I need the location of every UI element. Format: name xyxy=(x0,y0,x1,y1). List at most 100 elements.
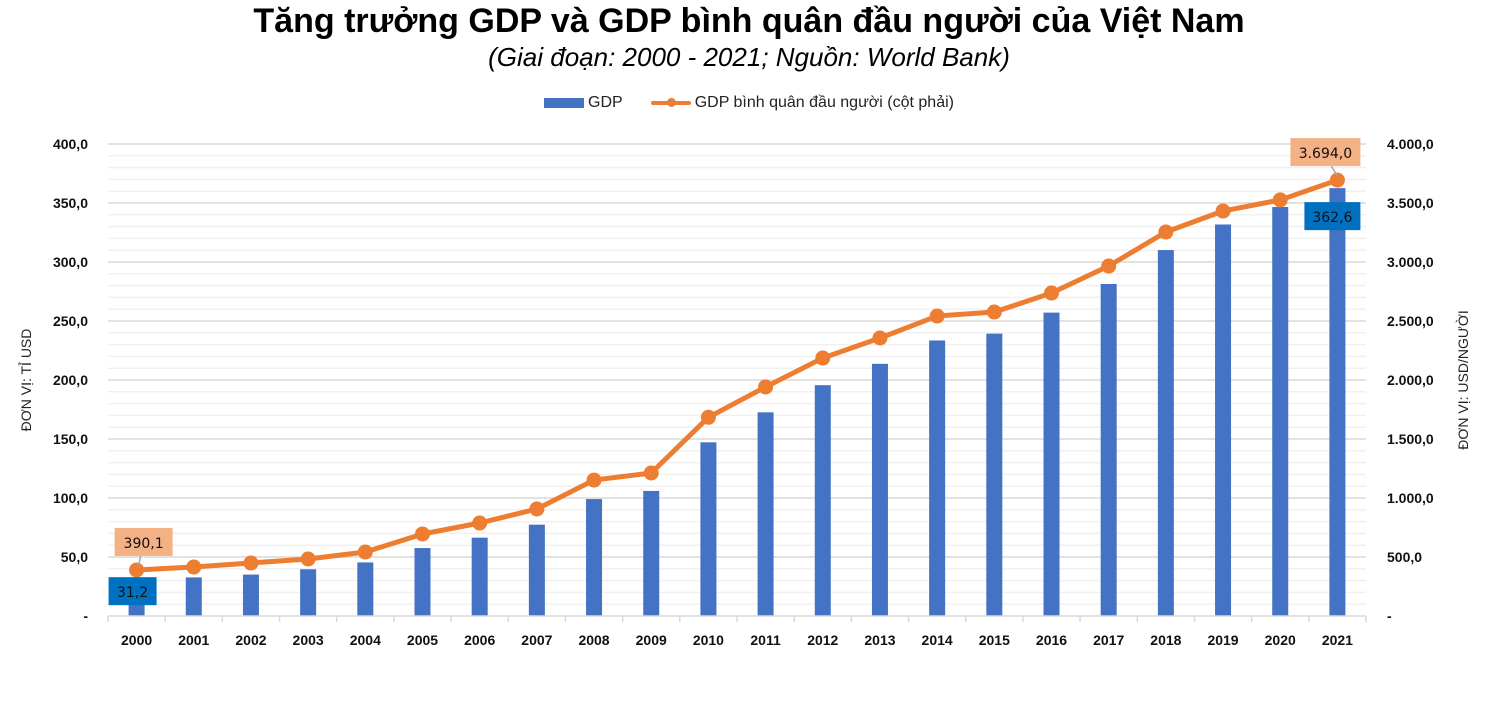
legend-label-gdp: GDP xyxy=(588,94,623,111)
point-gdp-per-capita-2012[interactable] xyxy=(815,350,831,366)
bar-gdp-2015[interactable] xyxy=(986,333,1003,616)
chart-subtitle: (Giai đoạn: 2000 - 2021; Nguồn: World Ba… xyxy=(488,42,1010,72)
bar-gdp-2004[interactable] xyxy=(357,562,374,616)
y-right-tick-label: 4.000,0 xyxy=(1387,136,1434,152)
x-tick-label-2015: 2015 xyxy=(979,632,1010,648)
point-gdp-per-capita-2007[interactable] xyxy=(529,501,545,517)
bar-gdp-2013[interactable] xyxy=(871,363,888,616)
point-gdp-per-capita-2003[interactable] xyxy=(300,551,316,567)
bar-gdp-2003[interactable] xyxy=(300,569,317,616)
point-gdp-per-capita-2004[interactable] xyxy=(357,544,373,560)
x-tick-label-2021: 2021 xyxy=(1322,632,1353,648)
y-left-tick-label: 50,0 xyxy=(61,549,88,565)
point-gdp-per-capita-2018[interactable] xyxy=(1158,224,1174,240)
data-label-gdp-per-capita-2021: 3.694,0 xyxy=(1290,138,1361,177)
bar-gdp-2010[interactable] xyxy=(700,442,717,616)
gdp-bars xyxy=(128,188,1346,616)
x-tick-label-2002: 2002 xyxy=(235,632,266,648)
y-right-tick-label: 2.000,0 xyxy=(1387,372,1434,388)
gdp-per-capita-line xyxy=(129,172,1345,578)
y-left-tick-label: 150,0 xyxy=(53,431,88,447)
y-axis-left: - 50,0 100,0 150,0 200,0 250,0 300,0 350,0 400,0 xyxy=(53,136,88,624)
y-axis-right-title: ĐƠN VỊ: USD/NGƯỜI xyxy=(1455,310,1471,449)
y-right-tick-label: 500,0 xyxy=(1387,549,1422,565)
bar-gdp-2007[interactable] xyxy=(528,524,545,616)
y-right-tick-label: 1.000,0 xyxy=(1387,490,1434,506)
y-left-tick-label: 300,0 xyxy=(53,254,88,270)
legend-line-marker-icon xyxy=(650,98,691,108)
legend-item-gdp[interactable]: GDP xyxy=(544,94,623,112)
x-tick-label-2010: 2010 xyxy=(693,632,724,648)
y-left-tick-label: 400,0 xyxy=(53,136,88,152)
data-label-text: 390,1 xyxy=(124,536,164,552)
data-labels: 31,2 362,6 390,1 3.694,0 xyxy=(108,138,1361,606)
x-tick-label-2014: 2014 xyxy=(922,632,953,648)
data-label-box xyxy=(108,577,157,606)
point-gdp-per-capita-2008[interactable] xyxy=(586,472,602,488)
x-tick-label-2001: 2001 xyxy=(178,632,209,648)
y-right-tick-label: 1.500,0 xyxy=(1387,431,1434,447)
bar-gdp-2009[interactable] xyxy=(643,490,660,616)
bar-gdp-2012[interactable] xyxy=(814,385,831,616)
bar-gdp-2019[interactable] xyxy=(1215,224,1232,616)
x-axis: 2000 2001 2002 2003 2004 2005 2006 2007 2008 2009… xyxy=(107,615,1367,648)
x-tick-label-2013: 2013 xyxy=(864,632,895,648)
data-label-box xyxy=(1290,138,1361,167)
data-label-text: 31,2 xyxy=(117,585,148,601)
bar-gdp-2002[interactable] xyxy=(242,574,259,616)
bar-gdp-2017[interactable] xyxy=(1100,283,1117,616)
point-gdp-per-capita-2005[interactable] xyxy=(415,526,430,542)
line-gdp-per-capita xyxy=(136,177,1339,573)
data-label-text: 3.694,0 xyxy=(1299,146,1352,162)
bar-gdp-2018[interactable] xyxy=(1157,250,1174,616)
x-tick-label-2018: 2018 xyxy=(1150,632,1181,648)
bar-gdp-2020[interactable] xyxy=(1272,207,1289,616)
x-tick-label-2017: 2017 xyxy=(1093,632,1124,648)
bar-gdp-2001[interactable] xyxy=(185,577,202,616)
x-tick-label-2012: 2012 xyxy=(807,632,838,648)
point-gdp-per-capita-2001[interactable] xyxy=(186,559,202,575)
x-tick-label-2005: 2005 xyxy=(407,632,438,648)
point-gdp-per-capita-2013[interactable] xyxy=(872,330,888,346)
y-right-tick-label: 2.500,0 xyxy=(1387,313,1434,329)
point-gdp-per-capita-2010[interactable] xyxy=(700,409,716,425)
point-gdp-per-capita-2016[interactable] xyxy=(1044,285,1059,301)
point-gdp-per-capita-2015[interactable] xyxy=(986,304,1002,320)
point-gdp-per-capita-2021[interactable] xyxy=(1329,172,1345,188)
point-gdp-per-capita-2006[interactable] xyxy=(472,515,488,531)
data-label-gdp-2021: 362,6 xyxy=(1304,202,1361,231)
data-label-box xyxy=(114,527,173,556)
y-right-tick-label: 3.500,0 xyxy=(1387,195,1434,211)
bar-gdp-2016[interactable] xyxy=(1043,312,1060,616)
data-label-box xyxy=(1304,202,1361,231)
point-gdp-per-capita-2014[interactable] xyxy=(929,308,945,324)
bar-gdp-2021[interactable] xyxy=(1329,188,1346,616)
x-tick-label-2020: 2020 xyxy=(1265,632,1296,648)
data-label-gdp-2000: 31,2 xyxy=(108,577,157,606)
y-left-tick-label: 200,0 xyxy=(53,372,88,388)
point-gdp-per-capita-2020[interactable] xyxy=(1272,192,1288,208)
bar-gdp-2014[interactable] xyxy=(929,340,946,616)
bar-gdp-2008[interactable] xyxy=(586,499,603,616)
point-gdp-per-capita-2011[interactable] xyxy=(758,379,774,395)
y-right-tick-label: 3.000,0 xyxy=(1387,254,1434,270)
x-tick-label-2006: 2006 xyxy=(464,632,495,648)
x-tick-label-2004: 2004 xyxy=(350,632,381,648)
point-gdp-per-capita-2000[interactable] xyxy=(129,562,145,578)
x-tick-label-2011: 2011 xyxy=(750,632,781,648)
point-gdp-per-capita-2017[interactable] xyxy=(1101,258,1117,274)
bar-gdp-2006[interactable] xyxy=(471,537,488,616)
y-right-tick-label: - xyxy=(1387,608,1392,624)
bar-gdp-2011[interactable] xyxy=(757,412,774,616)
point-gdp-per-capita-2002[interactable] xyxy=(243,555,259,571)
legend-item-gdp-per-capita[interactable]: GDP bình quân đầu người (cột phải) xyxy=(650,94,954,112)
x-tick-label-2003: 2003 xyxy=(293,632,324,648)
data-label-gdp-per-capita-2000: 390,1 xyxy=(114,527,173,567)
y-left-tick-label: 250,0 xyxy=(53,313,88,329)
x-tick-label-2016: 2016 xyxy=(1036,632,1067,648)
bar-gdp-2005[interactable] xyxy=(414,548,431,616)
point-gdp-per-capita-2019[interactable] xyxy=(1215,203,1231,219)
point-gdp-per-capita-2009[interactable] xyxy=(643,465,659,481)
y-axis-left-title: ĐƠN VỊ: TỈ USD xyxy=(18,329,34,432)
